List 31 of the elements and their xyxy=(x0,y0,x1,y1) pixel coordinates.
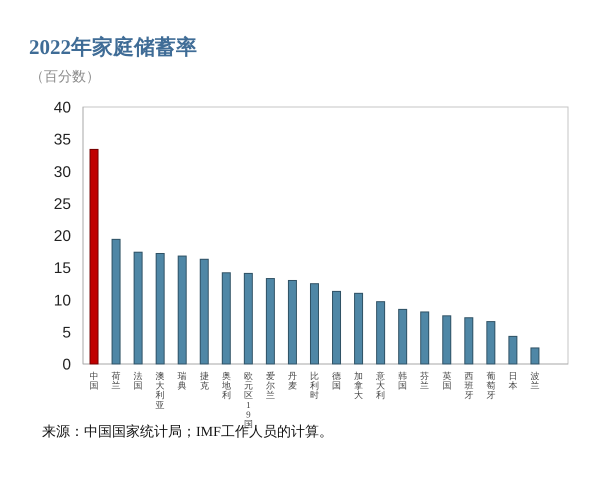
y-tick-label: 25 xyxy=(54,196,71,213)
x-tick-label: 捷克 xyxy=(200,371,209,391)
y-tick-label: 35 xyxy=(54,132,71,149)
y-tick-label: 30 xyxy=(54,164,71,181)
x-tick-label: 西班牙 xyxy=(464,371,474,400)
x-tick-label: 加拿大 xyxy=(354,371,364,400)
x-tick-label: 波兰 xyxy=(530,371,540,391)
x-tick-label: 芬兰 xyxy=(420,371,430,391)
x-tick-label: 澳大利亚 xyxy=(156,371,165,410)
x-tick-label: 瑞典 xyxy=(178,371,187,391)
y-tick-label: 10 xyxy=(54,292,71,310)
y-tick-label: 40 xyxy=(54,100,71,116)
y-tick-label: 20 xyxy=(54,228,71,245)
y-tick-label: 0 xyxy=(62,356,71,374)
x-tick-label: 奥地利 xyxy=(222,371,231,400)
x-tick-label: 荷兰 xyxy=(112,371,121,391)
title: 2022年家庭储蓄率 xyxy=(29,35,197,59)
x-tick-label: 英国 xyxy=(442,371,452,391)
x-tick-label: 爱尔兰 xyxy=(266,371,275,400)
subtitle: （百分数） xyxy=(30,70,100,85)
x-tick-label: 意大利 xyxy=(376,371,386,400)
x-tick-label: 法国 xyxy=(134,371,143,391)
x-tick-label: 德国 xyxy=(332,371,342,391)
y-tick-label: 15 xyxy=(54,260,71,278)
y-tick-label: 5 xyxy=(62,324,71,342)
x-tick-label: 日本 xyxy=(508,371,518,391)
x-tick-label: 葡萄牙 xyxy=(486,371,496,400)
x-tick-label: 中国 xyxy=(90,371,99,391)
x-tick-label: 丹麦 xyxy=(288,371,297,391)
x-tick-label: 比利时 xyxy=(310,371,319,400)
x-tick-label: 韩国 xyxy=(398,371,408,391)
